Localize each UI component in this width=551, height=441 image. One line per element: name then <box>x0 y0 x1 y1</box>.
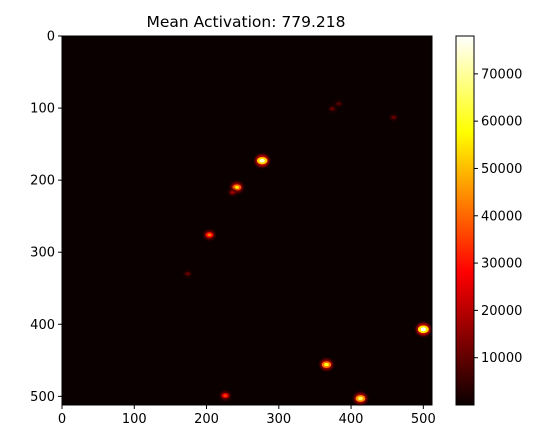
colorbar-tick-label: 50000 <box>481 162 522 177</box>
hotspot <box>327 105 337 113</box>
hotspot-layer <box>183 100 431 405</box>
hotspot <box>389 113 398 121</box>
plot-frame <box>61 35 433 406</box>
colorbar-tick-label: 40000 <box>481 209 522 224</box>
y-tick-label: 100 <box>30 102 55 117</box>
chart-title: Mean Activation: 779.218 <box>146 13 345 31</box>
x-tick-label: 100 <box>122 412 147 427</box>
y-tick-label: 500 <box>30 390 55 405</box>
hotspot-core <box>259 158 265 163</box>
colorbar-tick-label: 70000 <box>481 67 522 82</box>
x-tick-label: 200 <box>194 412 219 427</box>
hotspot-core <box>223 394 228 397</box>
x-tick-label: 0 <box>58 412 66 427</box>
hotspot-core <box>207 233 212 237</box>
hotspot <box>353 392 367 405</box>
hotspot <box>220 391 231 401</box>
heatmap-background <box>62 36 432 405</box>
colorbar-tick-label: 10000 <box>481 351 522 366</box>
hotspot <box>228 188 238 197</box>
hotspot-core <box>330 107 334 110</box>
hotspot <box>183 270 193 278</box>
hotspot-core <box>234 185 240 189</box>
y-tick-label: 0 <box>47 30 55 45</box>
hotspot-core <box>358 396 363 401</box>
hotspot-core <box>186 272 190 275</box>
hotspot-core <box>231 191 235 194</box>
hotspot-core <box>324 363 329 367</box>
colorbar: 10000 20000 30000 40000 50000 60000 70000 <box>455 35 522 406</box>
x-tick-label: 300 <box>266 412 291 427</box>
hotspot <box>203 230 215 240</box>
y-tick-label: 300 <box>30 246 55 261</box>
hotspot-core <box>392 116 396 119</box>
colorbar-tick-label: 60000 <box>481 115 522 130</box>
hotspot <box>320 359 333 371</box>
hotspot <box>334 100 343 108</box>
plot-area <box>61 35 433 406</box>
y-tick-label: 400 <box>30 318 55 333</box>
hotspot <box>416 323 431 336</box>
hotspot <box>255 154 270 167</box>
hotspot-core <box>337 102 341 105</box>
colorbar-tick-label: 20000 <box>481 304 522 319</box>
y-tick-label: 200 <box>30 174 55 189</box>
colorbar-gradient <box>455 35 475 406</box>
hotspot-core <box>420 327 427 332</box>
colorbar-ticks: 10000 20000 30000 40000 50000 60000 70000 <box>474 67 522 366</box>
x-tick-label: 400 <box>339 412 364 427</box>
colorbar-tick-label: 30000 <box>481 257 522 272</box>
x-tick-label: 500 <box>411 412 436 427</box>
x-axis: 0 100 200 300 400 500 <box>58 405 436 427</box>
y-axis: 0 100 200 300 400 500 <box>30 30 62 405</box>
